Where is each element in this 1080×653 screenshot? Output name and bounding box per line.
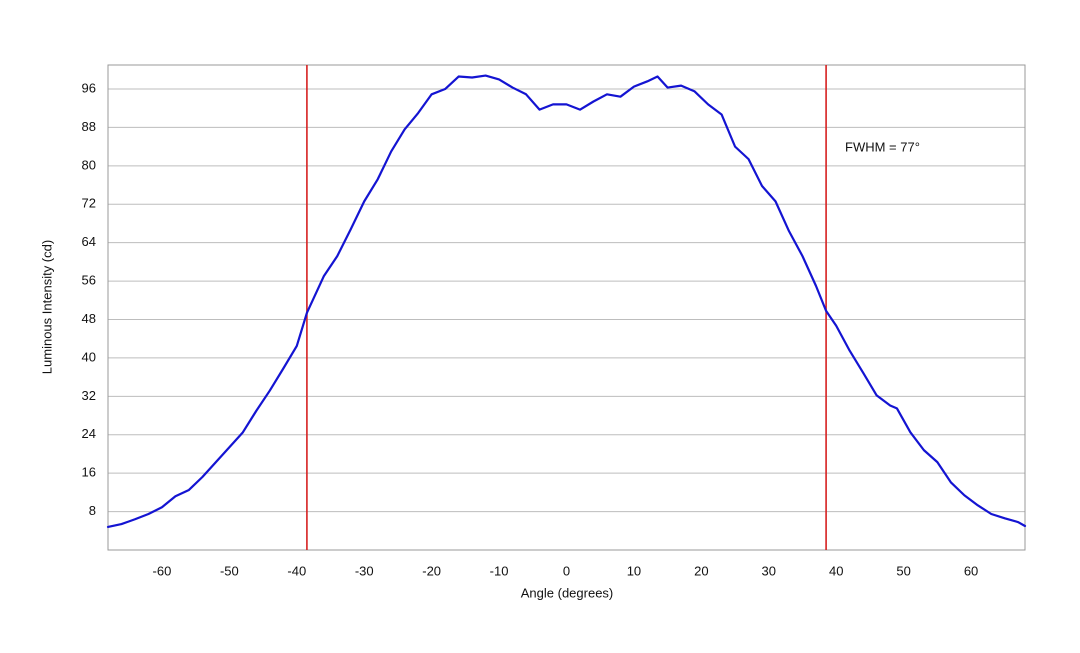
y-tick-label: 72: [82, 196, 96, 211]
y-axis-label: Luminous Intensity (cd): [39, 240, 54, 374]
y-tick-label: 16: [82, 465, 96, 480]
plot-border: [107, 64, 1026, 551]
x-tick-label: -40: [287, 563, 306, 578]
y-tick-label: 48: [82, 311, 96, 326]
y-tick-label: 80: [82, 157, 96, 172]
x-tick-label: 0: [563, 563, 570, 578]
x-tick-label: -60: [153, 563, 172, 578]
y-tick-label: 40: [82, 349, 96, 364]
x-tick-label: -50: [220, 563, 239, 578]
y-tick-label: 32: [82, 388, 96, 403]
y-tick-label: 8: [89, 503, 96, 518]
annotation: FWHM = 77°: [845, 139, 920, 154]
y-tick-label: 88: [82, 119, 96, 134]
y-tick-label: 24: [82, 426, 96, 441]
x-tick-label: 50: [896, 563, 910, 578]
y-tick-label: 64: [82, 234, 96, 249]
x-axis-label: Angle (degrees): [521, 585, 614, 600]
x-tick-label: 30: [762, 563, 776, 578]
y-tick-label: 96: [82, 80, 96, 95]
x-tick-label: 60: [964, 563, 978, 578]
intensity-line: [106, 74, 1027, 529]
x-tick-label: 20: [694, 563, 708, 578]
x-tick-label: 40: [829, 563, 843, 578]
x-tick-label: 10: [627, 563, 641, 578]
y-tick-label: 56: [82, 273, 96, 288]
x-tick-label: -20: [422, 563, 441, 578]
x-tick-label: -30: [355, 563, 374, 578]
x-tick-label: -10: [490, 563, 509, 578]
